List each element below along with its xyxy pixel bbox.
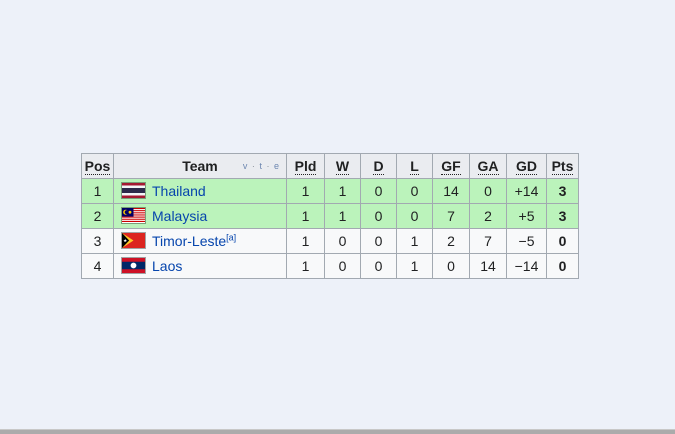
pts-cell: 0 [546,253,579,279]
col-header-d: D [360,153,397,179]
d-cell: 0 [360,203,397,229]
view-link[interactable]: v [242,161,249,171]
footnote-a-link[interactable]: [a] [226,231,237,242]
pts-cell: 3 [546,178,579,204]
col-header-pos: Pos [81,153,114,179]
table-row-timor-leste: 3 Timor-Leste[a] 1 0 0 1 2 7 −5 0 [81,228,579,254]
pos-cell: 1 [81,178,114,204]
edit-link[interactable]: e [273,161,280,171]
timor-leste-flag-icon [122,233,145,249]
ga-cell: 0 [469,178,507,204]
d-cell: 0 [360,228,397,254]
header-row: Pos Team v · t · e Pld W D L GF GA GD Pt… [81,153,579,179]
team-link-timor-leste[interactable]: Timor-Leste [152,232,227,249]
vte-navbar: v · t · e [242,161,280,171]
malaysia-flag-icon [122,208,145,224]
thailand-flag-icon [122,183,145,199]
pld-cell: 1 [286,228,325,254]
laos-flag-icon [122,258,145,274]
l-cell: 1 [396,228,433,254]
pld-cell: 1 [286,203,325,229]
gd-cell: −5 [506,228,547,254]
team-cell: Laos [113,253,287,279]
w-cell: 1 [324,178,361,204]
pos-cell: 2 [81,203,114,229]
col-header-l: L [396,153,433,179]
w-cell: 1 [324,203,361,229]
table-row-laos: 4 Laos 1 0 0 1 0 14 −14 0 [81,253,579,279]
team-link-thailand[interactable]: Thailand [152,182,206,199]
d-cell: 0 [360,178,397,204]
gf-cell: 7 [432,203,470,229]
pld-cell: 1 [286,253,325,279]
gf-cell: 0 [432,253,470,279]
team-link-laos[interactable]: Laos [152,257,183,274]
talk-link[interactable]: t [259,161,263,171]
group-standings-table: Pos Team v · t · e Pld W D L GF GA GD Pt… [81,153,579,279]
gd-cell: +5 [506,203,547,229]
gf-cell: 14 [432,178,470,204]
col-header-gd: GD [506,153,547,179]
ga-cell: 14 [469,253,507,279]
l-cell: 0 [396,203,433,229]
pld-cell: 1 [286,178,325,204]
team-cell: Malaysia [113,203,287,229]
ga-cell: 2 [469,203,507,229]
pos-cell: 3 [81,228,114,254]
col-header-pts: Pts [546,153,579,179]
l-cell: 1 [396,253,433,279]
col-header-gf: GF [432,153,470,179]
table-row-malaysia: 2 Malaysia 1 1 0 0 7 2 +5 3 [81,203,579,229]
col-header-w: W [324,153,361,179]
ga-cell: 7 [469,228,507,254]
col-header-pld: Pld [286,153,325,179]
team-cell: Thailand [113,178,287,204]
gd-cell: +14 [506,178,547,204]
pos-cell: 4 [81,253,114,279]
table-row-thailand: 1 Thailand 1 1 0 0 14 0 +14 3 [81,178,579,204]
w-cell: 0 [324,228,361,254]
w-cell: 0 [324,253,361,279]
team-link-malaysia[interactable]: Malaysia [152,207,208,224]
d-cell: 0 [360,253,397,279]
col-header-team: Team v · t · e [113,153,287,179]
col-header-ga: GA [469,153,507,179]
pts-cell: 3 [546,203,579,229]
l-cell: 0 [396,178,433,204]
team-cell: Timor-Leste[a] [113,228,287,254]
gd-cell: −14 [506,253,547,279]
gf-cell: 2 [432,228,470,254]
pts-cell: 0 [546,228,579,254]
team-header-label: Team [182,158,218,174]
horizontal-scrollbar-track[interactable] [0,429,675,434]
